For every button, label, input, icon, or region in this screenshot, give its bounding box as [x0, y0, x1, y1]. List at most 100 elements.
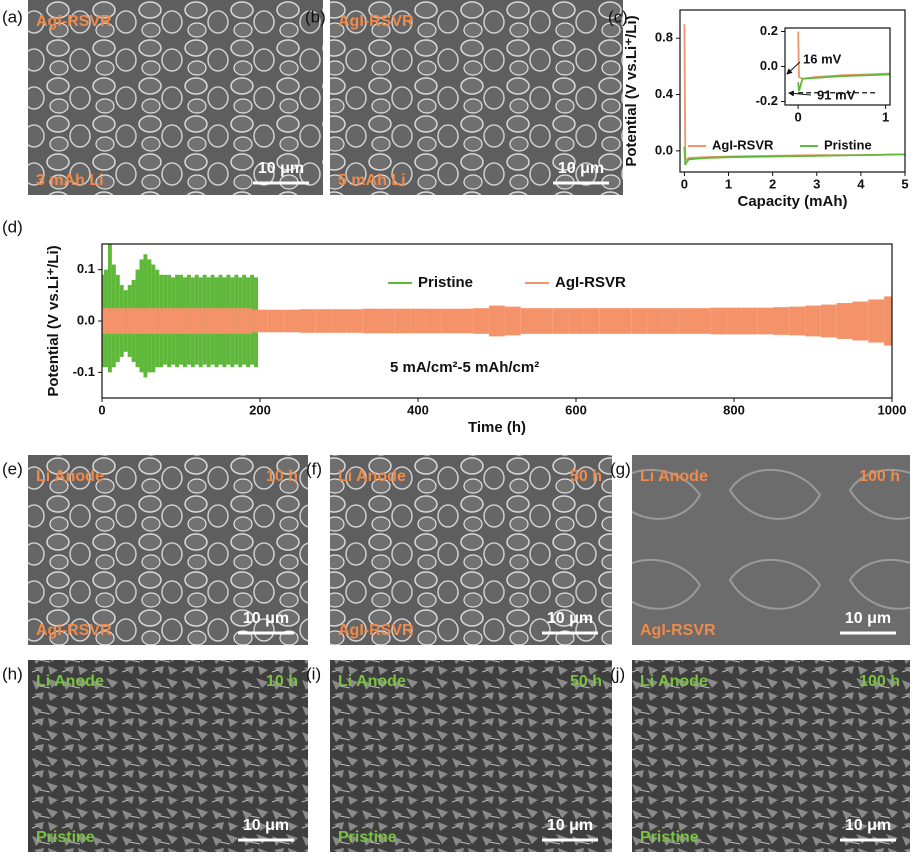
panel-label: (a)	[2, 7, 23, 26]
oscillation-band	[394, 308, 411, 334]
oscillation-band	[252, 309, 268, 333]
image-caption: Li Anode	[640, 468, 708, 485]
chart: (c) 0 1 2 3 4 5 0.0 0.4 0.8 Capacity (mAh) Potentia…	[608, 7, 909, 209]
oscillation-band	[267, 309, 284, 333]
image-caption: 10 h	[266, 673, 298, 690]
x-tick-label: 600	[565, 402, 587, 417]
oscillation-band	[283, 309, 300, 333]
x-tick-label: 800	[723, 402, 745, 417]
scale-label: 10 μm	[243, 610, 289, 627]
y-tick-label: 0.1	[77, 261, 95, 276]
image-caption: Li Anode	[338, 673, 406, 690]
image-caption: 3 mAh Li	[36, 172, 104, 189]
oscillation-band	[868, 299, 885, 343]
image-caption: AgI-RSVR	[338, 622, 414, 639]
image-caption: Li Anode	[36, 468, 104, 485]
oscillation-band	[125, 308, 142, 334]
y-tick-label: -0.1	[73, 364, 95, 379]
legend-label: Pristine	[824, 137, 872, 152]
legend-label: Pristine	[418, 274, 473, 291]
x-axis-label: Time (h)	[468, 419, 526, 436]
panel-label: (i)	[306, 664, 321, 683]
sem-images	[28, 0, 910, 852]
x-tick-label: 2	[769, 176, 776, 191]
y-tick-label: 0.4	[655, 86, 674, 101]
image-caption: Li Anode	[640, 673, 708, 690]
image-caption: Li Anode	[36, 673, 104, 690]
panel-label: (b)	[305, 7, 326, 26]
x-tick-label: 5	[901, 176, 908, 191]
oscillation-band	[647, 308, 663, 334]
y-axis-label: Potential (V vs.Li⁺/Li)	[623, 15, 640, 166]
oscillation-band	[757, 307, 774, 335]
sem-image	[28, 0, 323, 195]
oscillation-band	[362, 308, 379, 334]
y-tick-label: -0.2	[756, 93, 778, 108]
chart: (d) 0 200 400 600 800 1000 -0.1 0.0 0.1 Time (h) Po…	[2, 217, 906, 435]
oscillation-band	[220, 308, 237, 334]
image-caption: AgI-RSVR	[640, 622, 716, 639]
x-tick-label: 0	[795, 109, 802, 124]
oscillation-band	[504, 306, 521, 336]
oscillation-band	[299, 309, 316, 333]
scale-label: 10 μm	[558, 160, 604, 177]
oscillation-band	[836, 303, 853, 339]
oscillation-band	[852, 301, 869, 341]
legend-label: AgI-RSVR	[712, 137, 774, 152]
oscillation-band	[520, 308, 537, 334]
oscillation-band	[678, 308, 695, 334]
sem-image	[330, 0, 623, 195]
panel-label: (f)	[306, 459, 322, 478]
arrow	[786, 61, 801, 75]
oscillation-band	[599, 308, 616, 334]
plot-frame	[101, 243, 893, 399]
oscillation-band	[457, 308, 474, 334]
scale-label: 10 μm	[547, 817, 593, 834]
oscillation-band	[441, 308, 458, 334]
image-caption: 10 h	[266, 468, 298, 485]
oscillation-band	[346, 309, 363, 333]
x-tick-label: 4	[857, 176, 865, 191]
oscillation-band	[884, 296, 892, 346]
oscillation-band	[425, 308, 442, 334]
arrow	[788, 90, 812, 97]
scale-label: 10 μm	[243, 817, 289, 834]
y-tick-label: 0.0	[77, 312, 95, 327]
oscillation-band	[789, 306, 806, 336]
x-tick-label: 0	[98, 402, 105, 417]
sem-image	[28, 455, 308, 645]
oscillation-band	[204, 308, 221, 334]
sem-image	[632, 455, 910, 645]
oscillation-band	[315, 309, 332, 333]
image-caption: Li Anode	[338, 468, 406, 485]
scale-label: 10 μm	[547, 610, 593, 627]
oscillation-band	[410, 308, 426, 334]
x-tick-label: 1000	[878, 402, 907, 417]
series-line	[683, 146, 906, 166]
oscillation-band	[741, 307, 758, 335]
chart: 0 1 -0.2 0.0 0.2 16 mV 91 mV	[756, 23, 891, 124]
x-tick-label: 400	[407, 402, 429, 417]
sem-image	[330, 660, 612, 852]
plot-frame	[679, 9, 906, 173]
image-caption: Pristine	[640, 829, 699, 846]
oscillation-band	[102, 308, 110, 334]
plot-frame	[784, 27, 891, 106]
x-tick-label: 3	[813, 176, 820, 191]
image-caption: 5 mAh Li	[338, 172, 406, 189]
panel-label: (j)	[610, 664, 625, 683]
oscillation-band	[805, 305, 821, 337]
legend-label: AgI-RSVR	[555, 274, 626, 291]
sem-image	[28, 660, 308, 852]
annotation: 5 mA/cm²-5 mAh/cm²	[390, 359, 539, 376]
y-tick-label: 0.8	[655, 30, 673, 45]
oscillation-band	[378, 308, 395, 334]
x-tick-label: 0	[681, 176, 688, 191]
oscillation-band	[615, 308, 632, 334]
panel-label: (e)	[2, 459, 23, 478]
panel-label: (d)	[2, 217, 23, 236]
y-tick-label: 0.2	[760, 23, 778, 38]
panel-label: (g)	[610, 459, 631, 478]
panel-label: (h)	[2, 664, 23, 683]
